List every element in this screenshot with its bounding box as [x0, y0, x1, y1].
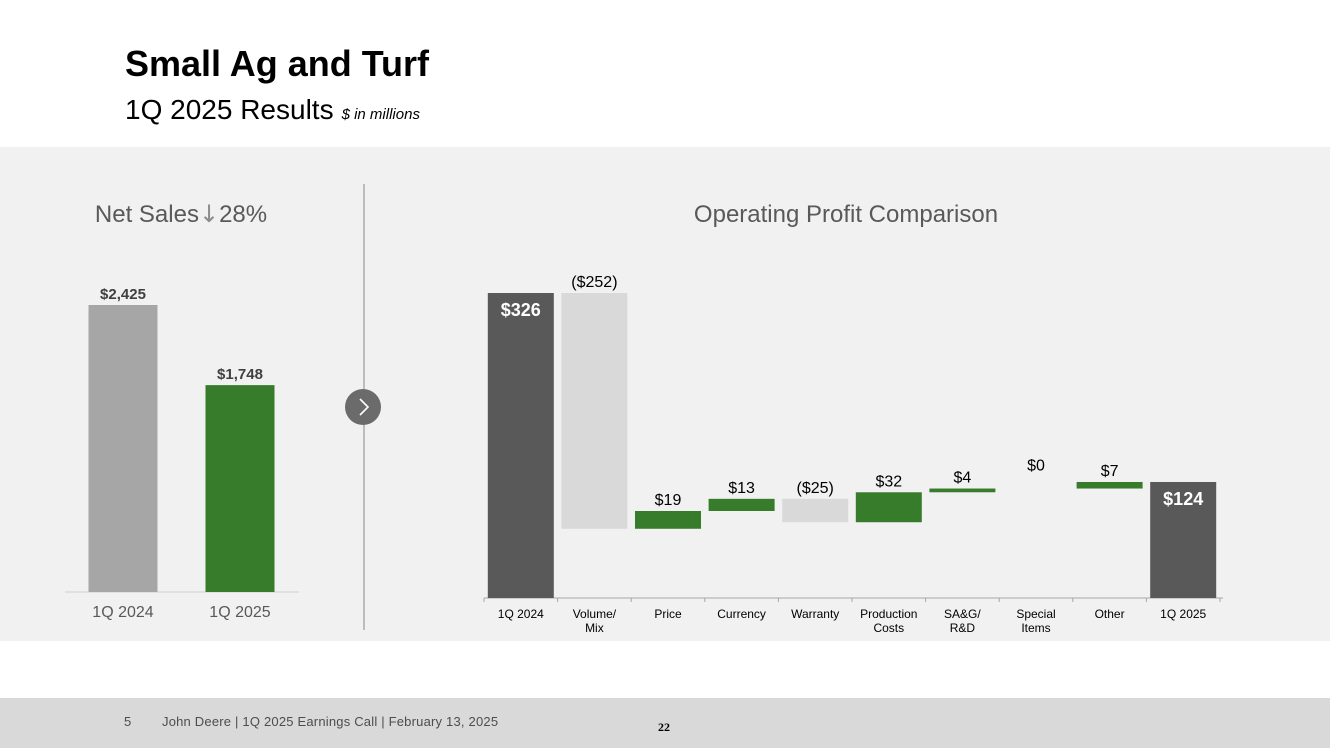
footer-text: John Deere | 1Q 2025 Earnings Call | Feb… [162, 714, 499, 729]
waterfall-category-label: 1Q 2025 [1160, 607, 1206, 621]
chevron-right-icon [345, 389, 381, 425]
waterfall-value-label: $326 [501, 300, 541, 320]
waterfall-bar [561, 293, 628, 529]
waterfall-value-label: $32 [875, 473, 902, 490]
waterfall-category-label: Items [1021, 621, 1050, 635]
waterfall-category-label: Other [1095, 607, 1125, 621]
waterfall-value-label: ($25) [797, 480, 834, 497]
waterfall-category-label: Mix [585, 621, 604, 635]
units-note: $ in millions [341, 106, 420, 123]
waterfall-value-label: ($252) [571, 274, 617, 291]
operating-profit-title: Operating Profit Comparison [694, 201, 998, 228]
operating-profit-chart: Operating Profit Comparison $326 1Q 2024 ($… [483, 201, 1223, 635]
waterfall-category-label: Production [860, 607, 917, 621]
waterfall-value-label: $4 [954, 470, 972, 487]
waterfall-category-label: SA&G/ [944, 607, 981, 621]
footer-page-number: 5 [124, 714, 132, 729]
waterfall-bar [1076, 481, 1143, 489]
waterfall-bar [929, 488, 996, 493]
waterfall-category-label: R&D [950, 621, 976, 635]
net-sales-title: Net Sales↓28% [95, 200, 267, 228]
subtitle-text: 1Q 2025 Results [125, 94, 334, 125]
net-sales-value-label: $1,748 [217, 366, 263, 383]
net-sales-bar [205, 385, 275, 592]
waterfall-bar [708, 498, 775, 511]
waterfall-bar [782, 498, 849, 523]
content-panel: Net Sales↓28% $2,425 1Q 2024 $1,748 1Q 2025 … [0, 147, 1330, 641]
down-arrow-icon: ↓ [199, 200, 219, 228]
waterfall-category-label: Currency [717, 607, 766, 621]
page-subtitle: 1Q 2025 Results $ in millions [125, 92, 420, 133]
net-sales-value-label: $2,425 [100, 286, 146, 303]
waterfall-value-label: $7 [1101, 463, 1119, 480]
waterfall-category-label: Volume/ [573, 607, 617, 621]
waterfall-category-label: Price [654, 607, 682, 621]
waterfall-value-label: $124 [1163, 489, 1203, 509]
waterfall-value-label: $13 [728, 480, 755, 497]
waterfall-bar [487, 293, 554, 598]
net-sales-title-text: Net Sales [95, 201, 199, 228]
waterfall-category-label: 1Q 2024 [498, 607, 544, 621]
net-sales-bar [88, 305, 158, 592]
net-sales-category-label: 1Q 2025 [209, 604, 270, 621]
waterfall-category-label: Costs [873, 621, 904, 635]
net-sales-change: 28% [219, 201, 267, 228]
waterfall-bar [635, 510, 701, 529]
net-sales-category-label: 1Q 2024 [92, 604, 153, 621]
waterfall-value-label: $19 [655, 492, 682, 509]
waterfall-category-label: Warranty [791, 607, 839, 621]
footer-center-number: 22 [658, 720, 670, 734]
net-sales-chart: Net Sales↓28% $2,425 1Q 2024 $1,748 1Q 2025 [65, 200, 299, 621]
footer: 5 John Deere | 1Q 2025 Earnings Call | F… [0, 698, 1330, 748]
waterfall-value-label: $0 [1027, 458, 1045, 475]
waterfall-bar [855, 492, 922, 523]
waterfall-category-label: Special [1016, 607, 1055, 621]
page-title: Small Ag and Turf [125, 43, 430, 84]
waterfall-bar [1150, 481, 1217, 598]
